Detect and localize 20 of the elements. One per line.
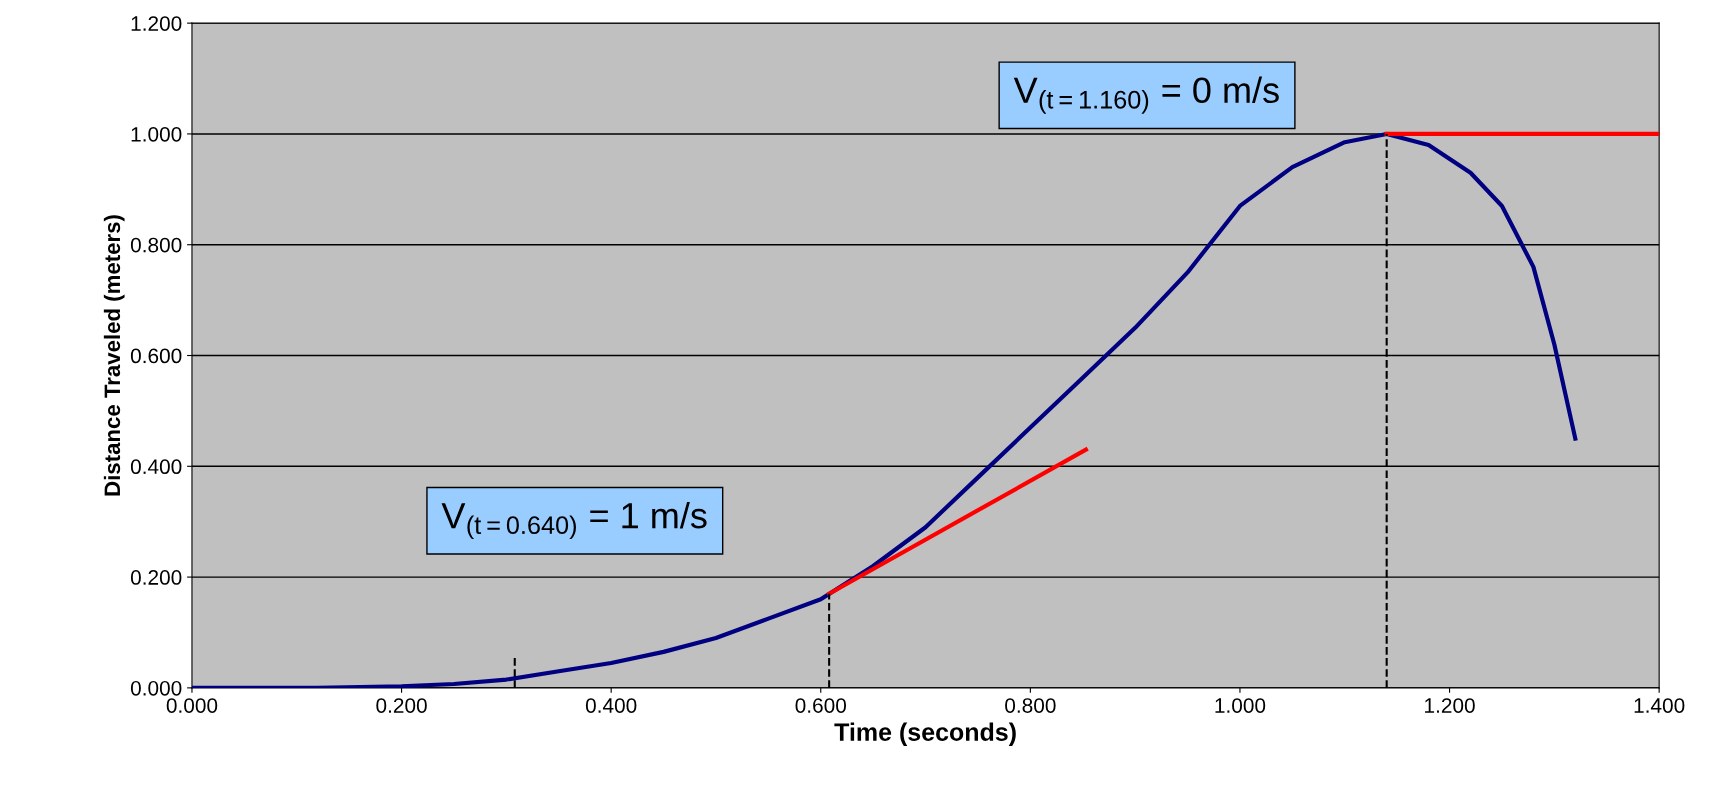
x-tick-label: 0.200 <box>376 698 427 713</box>
y-tick-label: 0.400 <box>130 459 182 475</box>
y-tick-label: 1.200 <box>131 16 182 31</box>
x-tick-label: 0.000 <box>166 698 218 713</box>
annotation: V$_{(t=1.160)}$ = 0 m/s <box>1013 76 1279 114</box>
x-tick-label: 0.600 <box>795 698 847 713</box>
x-axis-title: Time (seconds) <box>834 722 1016 746</box>
x-tick-label: 1.400 <box>1634 698 1685 713</box>
x-tick-label: 0.400 <box>585 698 637 713</box>
annotation: V$_{(t=0.640)}$ = 1 m/s <box>441 501 707 540</box>
y-tick-label: 1.000 <box>131 126 182 142</box>
x-tick-label: 0.800 <box>1005 698 1056 713</box>
x-tick-label: 1.200 <box>1425 698 1475 713</box>
line-series <box>191 131 1578 688</box>
y-axis-title: Distance Traveled (meters) <box>103 215 125 496</box>
y-tick-label: 0.200 <box>130 570 182 585</box>
y-tick-label: 0.800 <box>130 237 182 253</box>
y-tick-label: 0.000 <box>130 680 182 696</box>
x-tick-label: 1.000 <box>1215 698 1266 713</box>
y-tick-label: 0.600 <box>130 348 182 364</box>
